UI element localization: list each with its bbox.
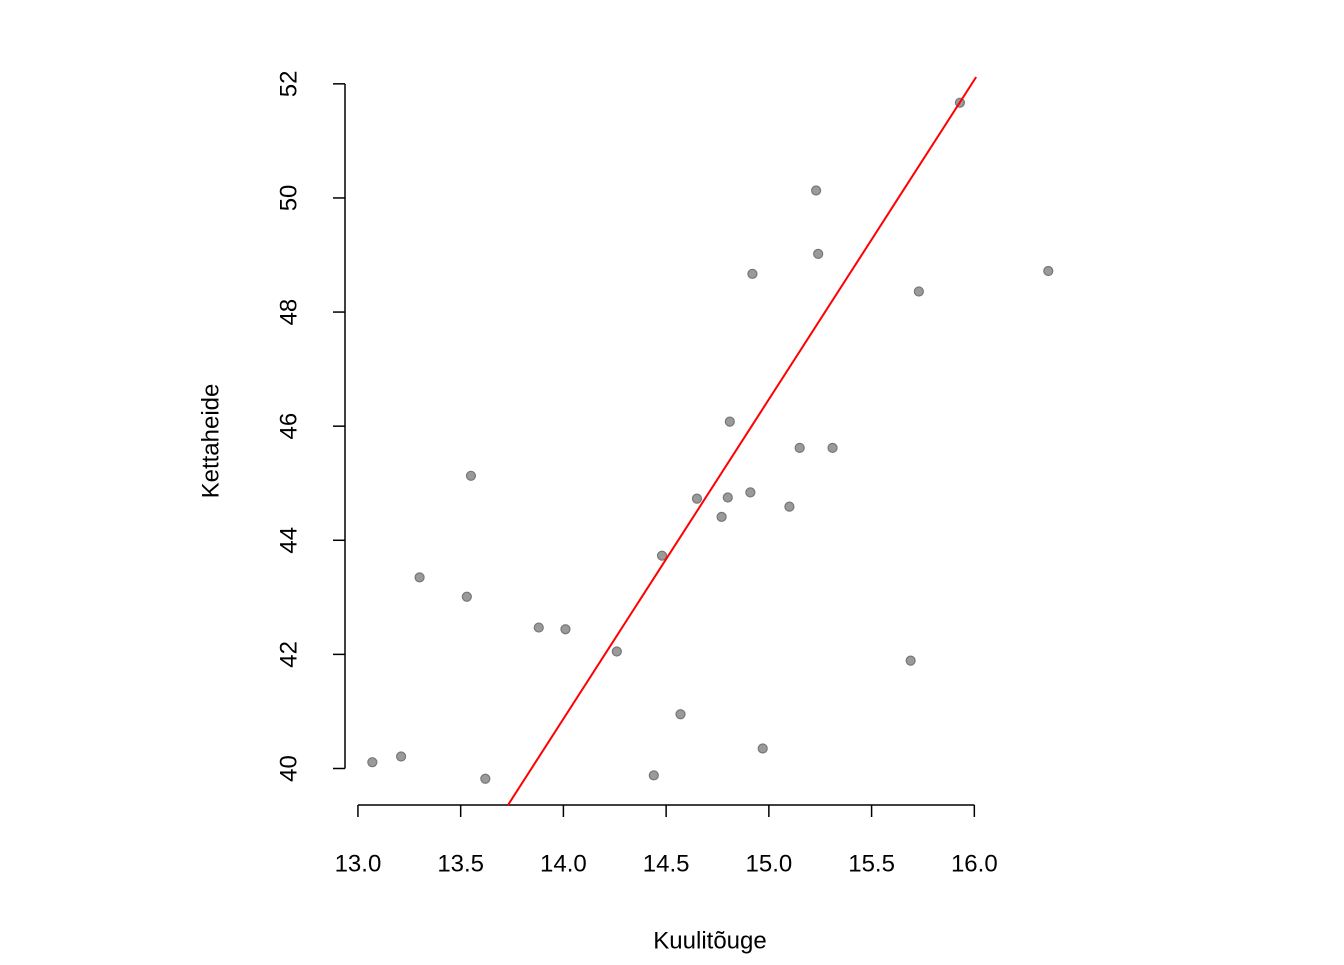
point — [745, 487, 756, 498]
x-axis-label: Kuulitõuge — [653, 927, 766, 954]
point — [560, 624, 571, 635]
y-tick-label: 44 — [275, 527, 302, 554]
point — [747, 268, 758, 279]
regression-line — [507, 76, 978, 806]
x-tick-label: 15.0 — [746, 850, 793, 877]
x-tick-label: 15.5 — [848, 850, 895, 877]
x-tick-label: 14.5 — [643, 850, 690, 877]
point — [784, 501, 795, 512]
y-tick-label: 46 — [275, 413, 302, 440]
point — [811, 185, 822, 196]
point — [794, 442, 805, 453]
point — [675, 709, 686, 720]
y-tick-label: 50 — [275, 185, 302, 212]
point — [691, 493, 703, 504]
point — [913, 286, 924, 297]
point — [395, 751, 407, 762]
point — [648, 770, 659, 781]
point — [757, 743, 768, 754]
point — [905, 655, 916, 666]
x-tick-label: 16.0 — [951, 850, 998, 877]
y-tick-label: 42 — [275, 641, 302, 668]
point — [465, 470, 477, 481]
point — [722, 492, 733, 503]
point — [367, 757, 378, 768]
point — [611, 646, 622, 657]
point — [716, 511, 727, 522]
point — [533, 622, 544, 633]
point — [480, 773, 491, 784]
y-tick-label: 40 — [275, 755, 302, 782]
y-tick-label: 48 — [275, 299, 302, 326]
point — [1043, 265, 1054, 277]
x-tick-label: 13.0 — [335, 850, 382, 877]
x-tick-label: 13.5 — [437, 850, 484, 877]
x-tick-label: 14.0 — [540, 850, 587, 877]
y-axis-label: Kettaheide — [197, 384, 224, 499]
point — [414, 572, 425, 583]
point — [813, 248, 824, 259]
point — [724, 416, 735, 427]
y-tick-label: 52 — [275, 70, 302, 97]
point — [656, 550, 668, 561]
point — [827, 442, 838, 453]
point — [461, 591, 472, 602]
